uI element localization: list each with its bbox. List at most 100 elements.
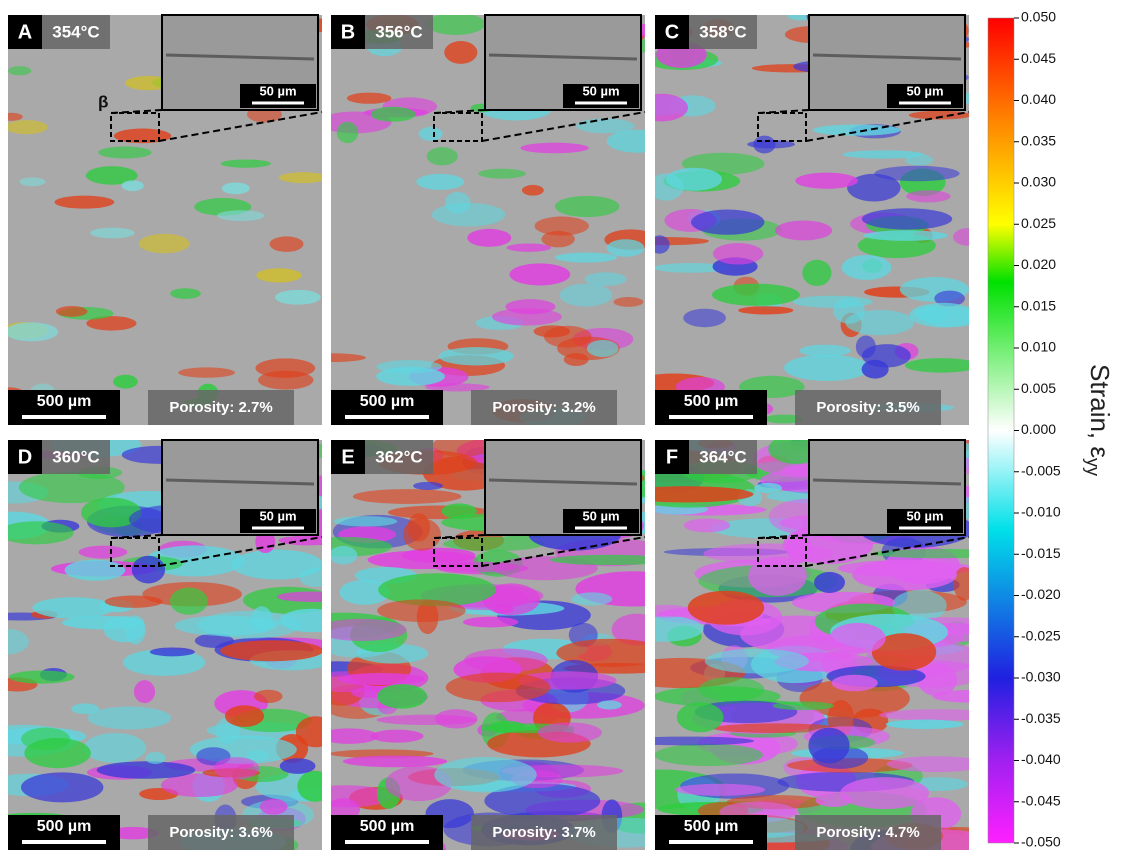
colorbar: [988, 18, 1014, 843]
strain-blob: [403, 518, 441, 551]
porosity: Porosity: 2.7%: [169, 399, 272, 416]
colorbar-tick-label: 0.005: [1021, 380, 1056, 396]
strain-blob: [296, 716, 335, 747]
porosity: Porosity: 3.2%: [492, 399, 595, 416]
colorbar-tick-label: 0.025: [1021, 215, 1056, 231]
strain-blob: [32, 597, 114, 618]
strain-blob: [5, 322, 58, 341]
colorbar-tick-label: -0.030: [1021, 669, 1061, 685]
colorbar-tick-label: 0.015: [1021, 297, 1056, 313]
beta-label: β: [98, 92, 108, 111]
panel: F364°C50 µm500 µmPorosity: 4.7%: [594, 430, 1008, 850]
strain-blob: [753, 136, 775, 154]
strain-blob: [5, 120, 47, 134]
strain-blob: [840, 777, 929, 809]
strain-blob: [97, 761, 196, 779]
scale-label: 500 µm: [360, 818, 415, 835]
strain-blob: [353, 489, 462, 504]
strain-blob: [842, 255, 892, 280]
strain-blob: [879, 709, 996, 721]
inset-scale-label: 50 µm: [906, 508, 943, 523]
strain-blob: [597, 700, 622, 709]
strain-blob: [254, 690, 282, 703]
strain-blob: [434, 757, 537, 792]
strain-blob: [905, 154, 933, 165]
strain-blob: [21, 728, 70, 751]
strain-blob: [544, 326, 592, 348]
colorbar-tick-label: -0.040: [1021, 751, 1061, 767]
inset-scale-label: 50 µm: [582, 508, 619, 523]
strain-blob: [886, 719, 964, 729]
strain-blob: [0, 521, 74, 544]
strain-blob: [555, 196, 620, 217]
temperature: 358°C: [699, 22, 746, 41]
strain-blob: [9, 671, 75, 684]
scale-label: 500 µm: [37, 393, 92, 410]
strain-blob: [426, 13, 485, 35]
strain-blob: [113, 375, 138, 389]
strain-blob: [953, 228, 982, 246]
strain-blob: [402, 548, 475, 563]
strain-blob: [639, 605, 692, 618]
strain-blob: [297, 771, 332, 802]
strain-blob: [793, 296, 873, 308]
strain-blob: [337, 122, 359, 143]
strain-blob: [316, 619, 406, 641]
colorbar-tick-label: -0.015: [1021, 545, 1061, 561]
strain-blob: [535, 216, 589, 235]
strain-blob: [329, 546, 357, 565]
panel-letter: B: [341, 21, 355, 43]
strain-blob: [269, 236, 303, 251]
strain-blob: [21, 772, 103, 802]
strain-blob: [413, 482, 443, 490]
colorbar-tick-label: 0.020: [1021, 256, 1056, 272]
colorbar-tick-label: 0.040: [1021, 91, 1056, 107]
strain-blob: [654, 744, 763, 766]
strain-blob: [775, 221, 832, 241]
page: {"panels": [ {"letter": "A", "temperatur…: [0, 0, 1125, 850]
strain-blob: [555, 253, 617, 263]
strain-blob: [103, 616, 144, 642]
strain-blob: [909, 111, 972, 120]
panel-letter: C: [665, 21, 679, 43]
colorbar-label-subscript: yy: [1083, 458, 1103, 476]
strain-blob: [802, 260, 831, 286]
scale-label: 500 µm: [360, 393, 415, 410]
strain-blob: [917, 663, 957, 696]
strain-blob: [334, 516, 398, 526]
colorbar-tick-label: -0.010: [1021, 504, 1061, 520]
strain-blob: [105, 595, 163, 607]
temperature: 354°C: [52, 22, 99, 41]
strain-blob: [492, 308, 562, 325]
strain-blob: [198, 611, 301, 639]
strain-blob: [343, 756, 447, 768]
strain-blob: [538, 722, 602, 742]
strain-blob: [435, 709, 478, 728]
colorbar-tick-label: -0.020: [1021, 586, 1061, 602]
temperature: 356°C: [375, 22, 422, 41]
strain-blob: [439, 347, 514, 365]
porosity: Porosity: 3.7%: [492, 824, 595, 841]
strain-blob: [134, 680, 155, 703]
strain-blob: [255, 358, 315, 377]
strain-blob: [279, 536, 339, 546]
strain-blob: [220, 640, 323, 661]
strain-blob: [463, 617, 518, 628]
strain-blob: [814, 572, 845, 593]
figure: Strain, εyy A354°C50 µm500 µmPorosity: 2…: [0, 0, 1125, 850]
strain-blob: [856, 335, 876, 358]
porosity: Porosity: 4.7%: [816, 824, 919, 841]
strain-blob: [906, 190, 951, 202]
strain-blob: [170, 288, 201, 299]
strain-blob: [587, 340, 619, 357]
strain-blob: [377, 599, 465, 622]
strain-blob: [550, 555, 671, 565]
scale-label: 500 µm: [684, 818, 739, 835]
strain-blob: [691, 210, 764, 235]
colorbar-tick-label: -0.045: [1021, 792, 1061, 808]
strain-blob: [784, 355, 870, 381]
strain-blob: [560, 283, 613, 306]
strain-blob: [132, 556, 165, 584]
strain-blob: [79, 546, 128, 559]
strain-blob: [444, 41, 477, 64]
